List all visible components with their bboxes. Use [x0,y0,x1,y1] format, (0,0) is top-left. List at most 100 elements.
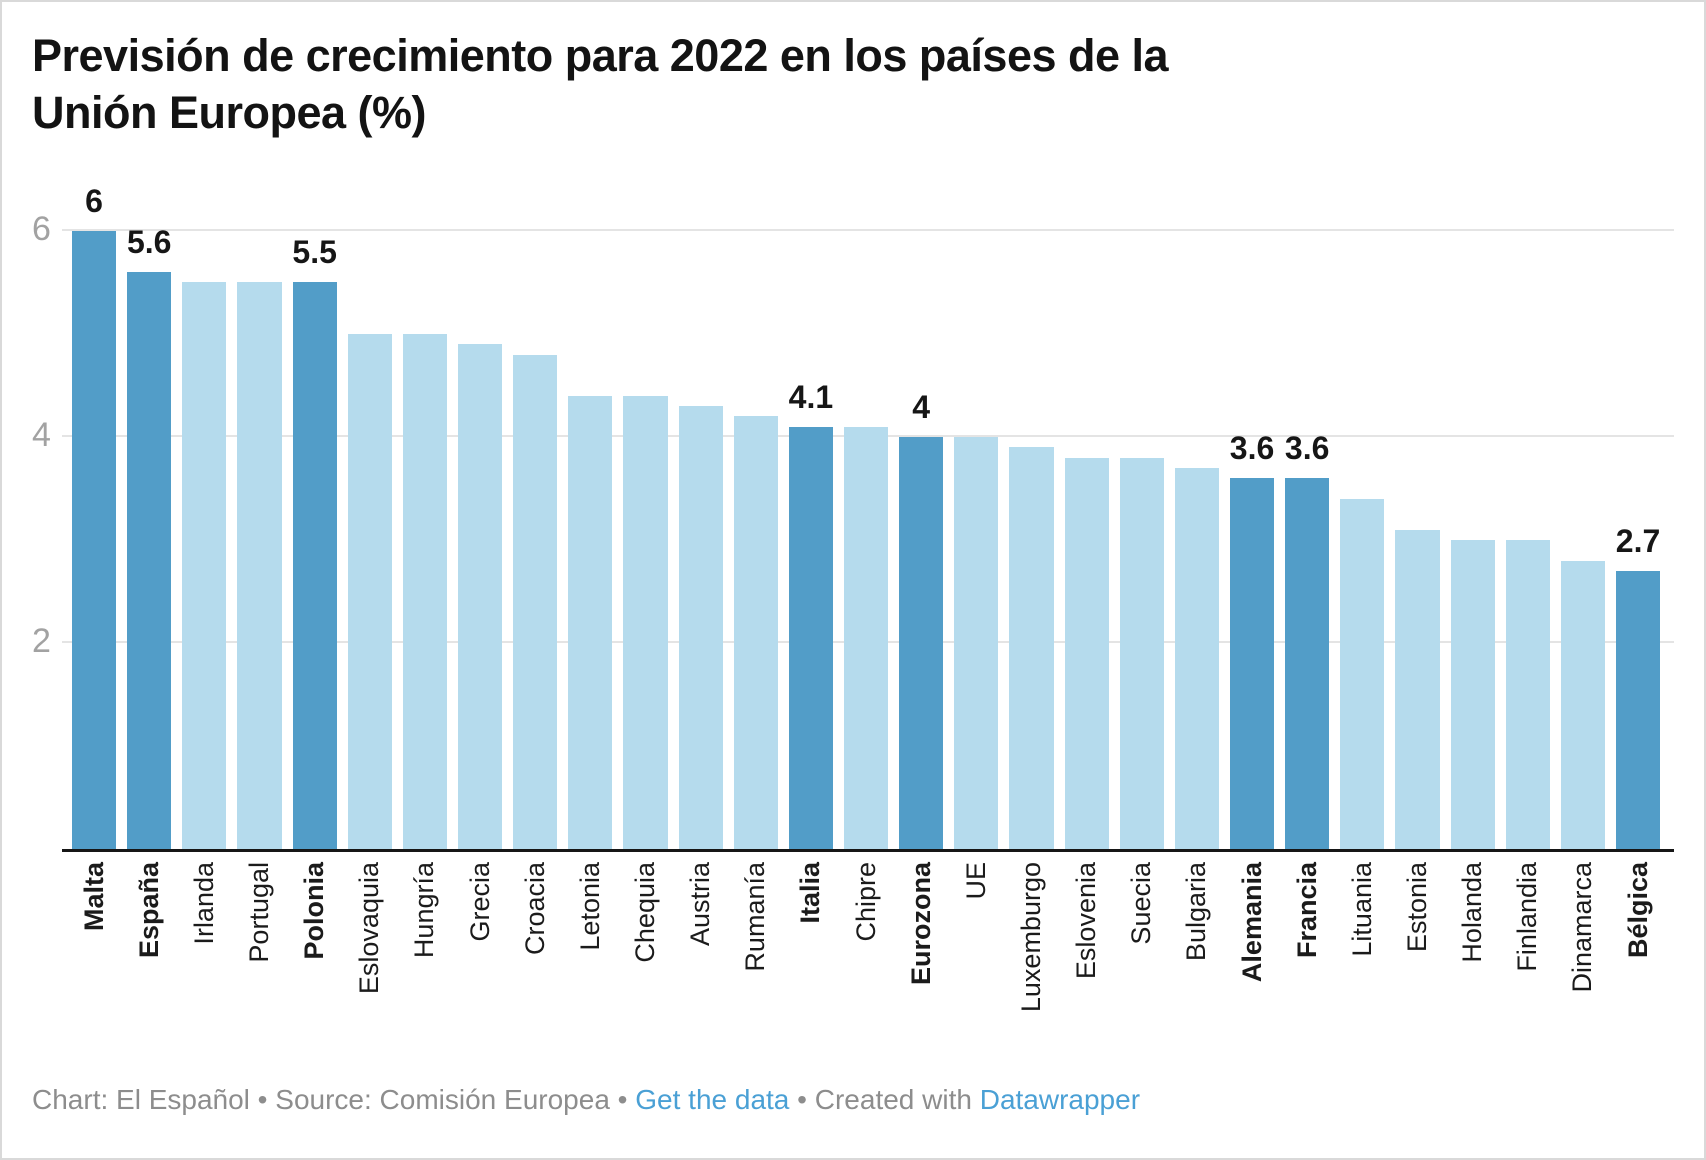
chart-title: Previsión de crecimiento para 2022 en lo… [32,28,1674,141]
x-axis-label-cell: Alemania [1230,862,1274,1080]
chart-title-line-1: Previsión de crecimiento para 2022 en lo… [32,30,1169,81]
bar-bélgica [1615,571,1661,850]
x-axis-label: Finlandia [1512,862,1543,972]
footer-created-with: Created with [814,1084,972,1116]
x-axis-label: Alemania [1236,862,1267,983]
bar-slot [1340,499,1385,850]
footer-separator: • [257,1084,268,1116]
x-axis-label: Eslovenia [1071,862,1102,980]
bar-holanda [1450,540,1495,850]
x-axis-label-cell: Portugal [237,862,281,1080]
x-axis-label: Portugal [243,862,274,963]
bar-chequia [623,396,668,850]
x-axis-label-cell: Bélgica [1616,862,1660,1080]
bar-slot: 5.6 [127,226,171,850]
footer-link-datawrapper[interactable]: Datawrapper [979,1084,1141,1116]
x-axis-label-cell: Finlandia [1506,862,1550,1080]
bar-eslovaquia [347,334,392,850]
x-axis-label: Rumanía [740,862,771,972]
bar-bulgaria [1174,468,1219,850]
bar-slot [457,344,503,850]
bar-slot [513,355,558,850]
bar-eslovenia [1064,458,1109,850]
bar-lituania [1340,499,1385,850]
bar-slot [733,416,778,850]
x-axis-label-cell: Chequia [623,862,667,1080]
x-axis-label-cell: Eslovaquia [348,862,392,1080]
bar-value-label: 5.6 [126,224,172,261]
bar-francia [1285,478,1330,850]
bar-value-label: 4 [912,389,931,426]
bar-ue [954,437,999,850]
x-axis-label: Irlanda [188,862,219,945]
bar-slot [843,427,889,850]
x-axis-label-cell: Dinamarca [1561,862,1605,1080]
x-axis-label-cell: Chipre [844,862,888,1080]
x-axis-label: Bulgaria [1181,862,1212,962]
bar-value-label: 5.5 [292,234,337,271]
bar-value-label: 3.6 [1229,430,1275,467]
bar-suecia [1119,458,1164,850]
bar-croacia [513,355,558,850]
bar-slot [347,334,392,850]
bar-slot: 4 [899,391,944,850]
bar-slot [1064,458,1109,850]
x-axis-label-cell: Bulgaria [1175,862,1219,1080]
bar-slot [1119,458,1164,850]
x-axis-label: Bélgica [1622,862,1653,959]
x-axis-label: Suecia [1126,862,1157,945]
x-axis-label-cell: Lituania [1340,862,1384,1080]
x-axis-label-cell: Polonia [293,862,337,1080]
x-axis-label-cell: Estonia [1395,862,1439,1080]
x-axis-label-cell: Austria [679,862,723,1080]
y-axis-tick-label: 6 [32,210,51,249]
x-axis-label: Austria [685,862,716,947]
x-axis-label: Estonia [1401,862,1432,953]
x-axis-label-cell: Croacia [513,862,557,1080]
x-axis-label-cell: Hungría [403,862,447,1080]
x-axis-label: UE [960,862,991,900]
x-axis-label-cell: Holanda [1451,862,1495,1080]
x-axis-label-cell: Francia [1285,862,1329,1080]
x-axis-label: Eslovaquia [354,862,385,995]
bar-slot [402,334,447,850]
footer-separator: • [617,1084,628,1116]
x-axis-label: Croacia [519,862,550,956]
bar-polonia [292,282,337,850]
bar-letonia [568,396,613,850]
y-axis-tick-label: 2 [32,622,51,661]
x-axis-label-cell: Rumanía [734,862,778,1080]
bar-slot [568,396,613,850]
x-axis-labels: Malta España Irlanda Portugal Polonia Eslovaq… [72,862,1660,1080]
x-axis-label-cell: España [127,862,171,1080]
bar-slot [1450,540,1495,850]
gridline-y-6 [62,229,1674,232]
bar-slot: 4.1 [789,381,833,850]
bar-value-label: 6 [85,183,103,220]
bar-grecia [457,344,503,850]
footer-source-credit: Source: Comisión Europea [275,1084,610,1116]
footer-chart-credit: Chart: El Español [32,1084,250,1116]
x-axis-label: Chipre [850,862,881,942]
bars-row: 6 5.6 5.5 4.1 4 3.6 3.6 2.7 [72,169,1661,850]
x-axis-label-cell: Eurozona [899,862,943,1080]
bar-slot: 3.6 [1285,432,1330,850]
footer-credits: Chart: El Español • Source: Comisión Eur… [32,1084,1674,1116]
bar-slot [954,437,999,850]
bar-eurozona [899,437,944,850]
x-axis-label: Letonia [574,862,605,951]
x-axis-label-cell: UE [954,862,998,1080]
x-axis-label: Polonia [299,862,330,960]
bar-finlandia [1505,540,1550,850]
x-axis-label: Eurozona [905,862,936,986]
bar-slot [623,396,668,850]
footer-link-get-the-data[interactable]: Get the data [635,1084,790,1116]
x-axis-label-cell: Italia [789,862,833,1080]
bar-slot [182,282,227,850]
x-axis-label-cell: Eslovenia [1065,862,1109,1080]
bar-alemania [1229,478,1275,850]
x-axis-label: Italia [795,862,826,924]
bar-slot: 3.6 [1229,432,1275,850]
x-axis-label-cell: Suecia [1120,862,1164,1080]
x-axis-label: Holanda [1457,862,1488,963]
